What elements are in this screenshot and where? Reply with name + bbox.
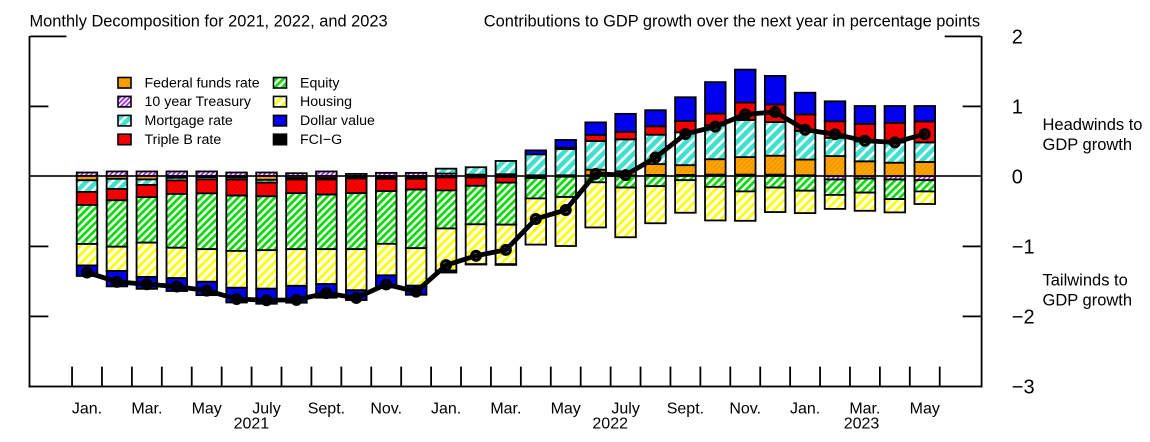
svg-text:−2: −2	[1012, 307, 1035, 329]
svg-text:Contributions to GDP growth ov: Contributions to GDP growth over the nex…	[484, 13, 980, 31]
svg-text:2: 2	[1012, 27, 1023, 49]
svg-text:Equity: Equity	[300, 75, 340, 91]
svg-text:0: 0	[1012, 167, 1023, 189]
svg-text:Housing: Housing	[300, 94, 352, 110]
svg-text:Tailwinds to: Tailwinds to	[1043, 272, 1128, 290]
svg-text:2022: 2022	[592, 416, 628, 433]
svg-text:2021: 2021	[234, 416, 270, 433]
svg-text:Monthly Decomposition for 2021: Monthly Decomposition for 2021, 2022, an…	[30, 13, 388, 31]
svg-text:Mortgage rate: Mortgage rate	[145, 113, 233, 129]
svg-text:May: May	[551, 401, 581, 418]
svg-text:−3: −3	[1012, 377, 1035, 399]
svg-text:−1: −1	[1012, 237, 1035, 259]
svg-text:Triple B rate: Triple B rate	[145, 132, 222, 148]
svg-text:Jan.: Jan.	[790, 401, 820, 418]
svg-text:Jan.: Jan.	[431, 401, 461, 418]
svg-text:10 year Treasury: 10 year Treasury	[145, 94, 252, 110]
svg-text:Nov.: Nov.	[370, 401, 402, 418]
svg-text:Sept.: Sept.	[308, 401, 345, 418]
svg-text:GDP growth: GDP growth	[1043, 292, 1133, 310]
svg-text:May: May	[910, 401, 940, 418]
svg-text:Jan.: Jan.	[72, 401, 102, 418]
svg-text:FCI−G: FCI−G	[300, 132, 342, 148]
svg-text:2023: 2023	[844, 416, 880, 433]
svg-text:GDP growth: GDP growth	[1043, 136, 1133, 154]
svg-text:Dollar value: Dollar value	[300, 113, 375, 129]
svg-text:1: 1	[1012, 97, 1023, 119]
svg-text:Federal funds rate: Federal funds rate	[145, 75, 260, 91]
svg-text:Headwinds to: Headwinds to	[1043, 116, 1143, 134]
svg-text:Mar.: Mar.	[490, 401, 521, 418]
svg-text:May: May	[192, 401, 222, 418]
svg-text:Mar.: Mar.	[131, 401, 162, 418]
svg-text:Nov.: Nov.	[729, 401, 761, 418]
svg-text:Sept.: Sept.	[667, 401, 704, 418]
